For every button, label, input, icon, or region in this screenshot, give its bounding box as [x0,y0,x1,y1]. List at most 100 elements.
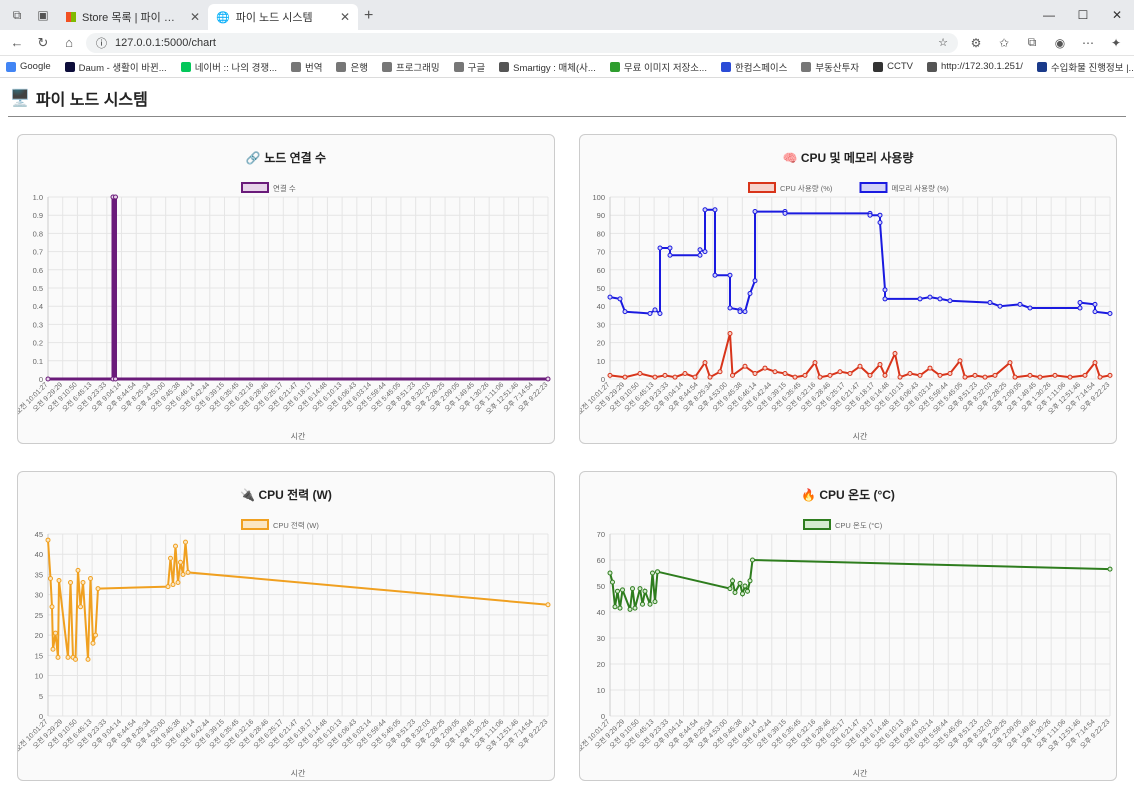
bookmark-item[interactable]: 네이버 :: 나의 경쟁... [180,60,277,74]
power-card: 🔌 CPU 전력 (W) CPU 전력 (W) 0 5 10 15 20 25 30 35 40 4… [17,471,555,781]
data-point [73,656,78,662]
bookmark-icon [873,61,884,72]
legend-swatch [803,519,831,530]
legend-swatch [748,182,776,193]
data-point [642,588,648,594]
bookmark-item[interactable]: 부동산투자 [801,60,859,74]
data-point [982,374,988,380]
extensions-icon[interactable]: ⚙ [970,35,982,50]
data-point [882,287,888,293]
address-bar[interactable]: ⓘ 127.0.0.1:5000/chart ☆ [86,32,958,53]
minimize-button[interactable]: — [1043,8,1055,22]
data-point [742,363,748,369]
data-point [957,358,963,364]
temperature-card: 🔥 CPU 온도 (°C) CPU 온도 (°C) 0 10 20 30 40 50 60 70… [579,471,1117,781]
bookmark-item[interactable]: 수입화물 진행정보 |... [1036,60,1134,74]
data-point [1012,374,1018,380]
legend-swatch [241,519,269,530]
data-point [692,374,698,380]
chart-title: 🔗 노드 연결 수 [245,151,327,165]
data-point [1077,300,1083,306]
data-point [992,372,998,378]
data-point [927,365,933,371]
tab-actions-icon[interactable]: ▣ [37,8,49,22]
y-tick-label: 30 [35,591,43,600]
y-tick-label: 0.5 [33,284,43,293]
bookmark-label: 한컴스페이스 [734,62,788,74]
bookmark-item[interactable]: 프로그래밍 [381,60,440,74]
y-tick-label: 20 [597,339,605,348]
data-point [622,309,628,315]
profile-avatar[interactable]: ◉ [1054,35,1066,50]
copilot-icon[interactable]: ✦ [1110,35,1122,50]
workspaces-icon[interactable]: ⧉ [12,7,22,22]
data-point [877,212,883,218]
bookmark-item[interactable]: 무료 이미지 저장소... [609,60,707,74]
data-point [607,570,613,576]
bookmark-item[interactable]: Google [6,61,51,72]
more-menu-icon[interactable]: ⋯ [1082,35,1094,50]
data-point [742,309,748,315]
new-tab-button[interactable]: + [364,7,374,24]
data-point [987,300,993,306]
bookmark-item[interactable]: http://172.30.1.251/ [927,61,1023,72]
data-point [752,209,758,215]
home-icon[interactable]: ⌂ [65,35,73,50]
browser-tab-bar: ⧉ ▣ Store 목록 | 파이 노드 모니터링 | ✕ 🌐 파이 노드 시스… [0,0,1134,30]
bookmark-label: 구글 [467,62,486,74]
data-point [1067,374,1073,380]
brain-icon: 🧠 [782,151,798,165]
data-point [1007,360,1013,366]
tab-store-list[interactable]: Store 목록 | 파이 노드 모니터링 | ✕ [58,4,208,30]
url-text: 127.0.0.1:5000/chart [115,36,216,49]
data-point [737,309,743,315]
bookmark-item[interactable]: Daum - 생활이 바뀐... [64,60,167,74]
maximize-button[interactable]: ☐ [1077,8,1089,22]
y-tick-label: 70 [597,248,605,257]
data-point [652,374,658,380]
data-point [937,296,943,302]
favorites-icon[interactable]: ✩ [998,35,1010,50]
bookmark-item[interactable]: 은행 [336,60,368,74]
back-icon[interactable]: ← [10,35,24,50]
data-point [882,372,888,378]
y-tick-label: 0 [39,375,43,384]
bookmark-icon [453,61,464,72]
data-point [792,374,798,380]
data-point [175,580,181,586]
data-point [867,372,873,378]
close-window-button[interactable]: ✕ [1111,8,1123,22]
globe-icon: 🌐 [216,11,230,24]
bookmark-icon [927,61,937,72]
divider [8,116,1126,117]
favorite-star-icon[interactable]: ☆ [938,37,948,49]
info-icon[interactable]: ⓘ [96,37,107,50]
legend-label: 연결 수 [273,183,296,193]
chart-title: 🔌 CPU 전력 (W) [240,488,332,502]
data-point [640,601,645,607]
bookmark-item[interactable]: 구글 [453,60,486,74]
data-point [737,580,743,586]
close-icon[interactable]: ✕ [339,10,350,24]
y-tick-label: 10 [597,357,605,366]
data-point [55,654,61,660]
bookmark-item[interactable]: CCTV [873,61,913,72]
data-point [50,646,56,652]
bookmark-item[interactable]: 번역 [290,60,322,74]
cpu-memory-chart: CPU 사용량 (%) 메모리 사용량 (%) 0 10 20 30 40 50 60 70 80 9… [580,182,1113,441]
data-point [727,586,733,592]
data-point [730,578,735,584]
bookmark-item[interactable]: Smartigy : 매체(사... [499,60,596,74]
close-icon[interactable]: ✕ [189,10,200,24]
bookmark-icon [381,61,392,72]
plug-icon: 🔌 [240,488,256,502]
data-point [612,604,618,610]
data-point [782,371,788,377]
collections-icon[interactable]: ⧉ [1027,35,1037,49]
data-point [732,590,738,595]
reload-icon[interactable]: ↻ [37,34,49,50]
tab-pi-node[interactable]: 🌐 파이 노드 시스템 ✕ [208,4,358,30]
bookmark-icon [336,61,347,72]
bookmark-item[interactable]: 한컴스페이스 [720,60,788,74]
bookmark-icon [64,61,75,72]
